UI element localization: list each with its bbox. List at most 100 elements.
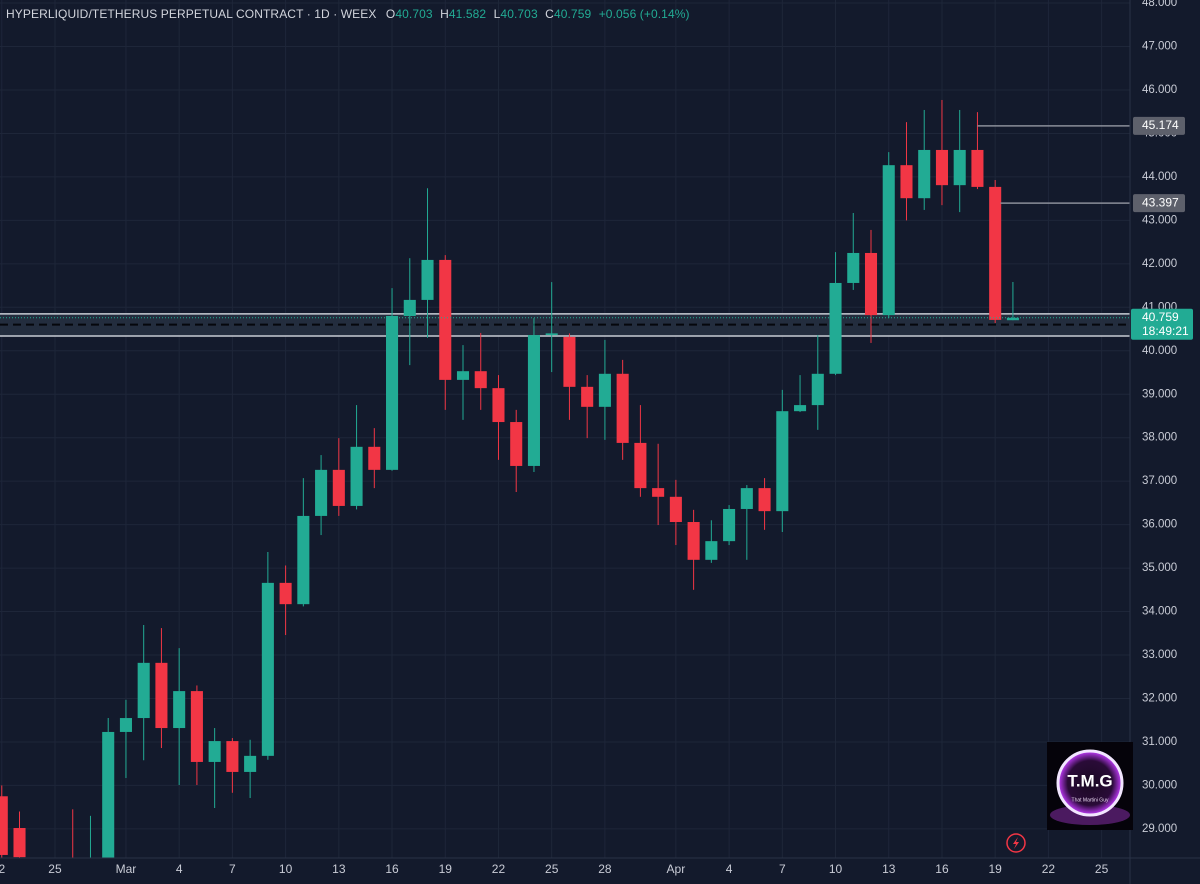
h-value: 41.582: [448, 7, 487, 21]
candle-body: [687, 522, 700, 560]
level-tag: [1133, 194, 1185, 213]
header: HYPERLIQUID/TETHERUS PERPETUAL CONTRACT …: [6, 7, 694, 21]
candle-body: [510, 422, 523, 466]
lightning-icon[interactable]: [1006, 833, 1026, 853]
icon-bolt[interactable]: [1013, 837, 1019, 849]
x-tick-label: 2: [0, 862, 5, 876]
candle-body: [13, 828, 26, 858]
candle-body: [527, 335, 540, 466]
y-tick-label: 46.000: [1142, 84, 1177, 96]
candle-body: [758, 488, 771, 512]
y-tick-label: 40.000: [1142, 345, 1177, 357]
candle-body: [297, 515, 310, 605]
y-tick-label: 35.000: [1142, 562, 1177, 574]
candle-body: [669, 496, 682, 523]
x-tick-label: 16: [385, 862, 399, 876]
candle-body: [0, 796, 8, 855]
x-tick-label: 4: [176, 862, 183, 876]
x-tick-label: 25: [48, 862, 62, 876]
candle-body: [545, 333, 558, 336]
y-tick-label: 44.000: [1142, 171, 1177, 183]
logo: T.M.G That Martini Guy: [1047, 742, 1133, 830]
logo-subtitle: That Martini Guy: [1072, 797, 1109, 803]
change: +0.056 (+0.14%): [598, 7, 690, 21]
h-key: H: [440, 7, 449, 21]
candles: [0, 99, 1130, 858]
x-tick-label: 16: [935, 862, 949, 876]
candle-body: [315, 469, 328, 516]
x-tick-label: Apr: [667, 862, 686, 876]
y-tick-label: 36.000: [1142, 519, 1177, 531]
x-tick-label: 19: [439, 862, 453, 876]
price-tag-countdown: 18:49:21: [1142, 324, 1189, 338]
x-tick-label: 25: [545, 862, 559, 876]
x-tick-label: 13: [882, 862, 896, 876]
candle-body: [776, 411, 789, 512]
o-key: O: [385, 7, 396, 21]
y-tick-label: 31.000: [1142, 736, 1177, 748]
icon-ring[interactable]: [1006, 833, 1026, 853]
y-tick-label: 37.000: [1142, 475, 1177, 487]
y-tick-label: 30.000: [1142, 779, 1177, 791]
y-tick-label: 32.000: [1142, 693, 1177, 705]
zone-layer: [0, 313, 1130, 337]
x-tick-label: 28: [598, 862, 612, 876]
candle-body: [439, 259, 452, 380]
x-tick-label: 4: [726, 862, 733, 876]
candle-body: [953, 149, 966, 186]
o-value: 40.703: [395, 7, 433, 21]
candle-body: [740, 488, 753, 509]
candle-body: [173, 691, 186, 729]
candle-body: [634, 442, 647, 489]
x-tick-label: 13: [332, 862, 346, 876]
y-tick-label: 47.000: [1142, 41, 1177, 53]
x-tick-label: 7: [779, 862, 786, 876]
candle-body: [882, 165, 895, 316]
candle-body: [794, 405, 807, 412]
y-tick-label: 43.000: [1142, 214, 1177, 226]
candle-body: [456, 371, 470, 380]
x-tick-label: 19: [989, 862, 1003, 876]
candle-body: [918, 149, 931, 199]
candle-body: [261, 582, 274, 756]
level-label: 43.397: [1142, 195, 1179, 209]
candle-body: [900, 165, 913, 199]
candle-body: [1006, 317, 1019, 321]
y-tick-label: 48.000: [1142, 0, 1177, 9]
candle-body: [829, 282, 842, 374]
candle-body: [279, 582, 292, 605]
level-label: 45.174: [1142, 118, 1179, 132]
candle-body: [563, 336, 576, 387]
candle-body: [971, 149, 984, 187]
candle-body: [989, 186, 1002, 320]
l-value: 40.703: [500, 7, 538, 21]
x-tick-label: 10: [279, 862, 293, 876]
candle-body: [598, 373, 611, 407]
candle-body: [652, 488, 665, 497]
x-tick-label: 7: [229, 862, 236, 876]
candle-body: [847, 252, 860, 283]
candle-body: [368, 446, 381, 470]
logo-ring: [1056, 749, 1124, 817]
candle-body: [811, 373, 824, 406]
y-tick-label: 34.000: [1142, 606, 1177, 618]
candle-body: [616, 373, 629, 443]
y-tick-label: 42.000: [1142, 258, 1177, 270]
candle-body: [935, 149, 948, 186]
candle-body: [350, 446, 363, 506]
x-tick-label: 10: [829, 862, 843, 876]
x-tick-label: 22: [492, 862, 506, 876]
candle-body: [190, 691, 203, 762]
y-tick-label: 39.000: [1142, 388, 1177, 400]
candle-body: [581, 386, 594, 407]
level-tag: [1133, 116, 1185, 135]
x-tick-label: 25: [1095, 862, 1109, 876]
symbol: HYPERLIQUID/TETHERUS PERPETUAL CONTRACT …: [6, 7, 377, 21]
c-key: C: [545, 7, 554, 21]
candle-body: [386, 315, 399, 470]
candle-body: [705, 541, 718, 560]
candle-body: [244, 755, 257, 772]
x-tick-label: 22: [1042, 862, 1056, 876]
